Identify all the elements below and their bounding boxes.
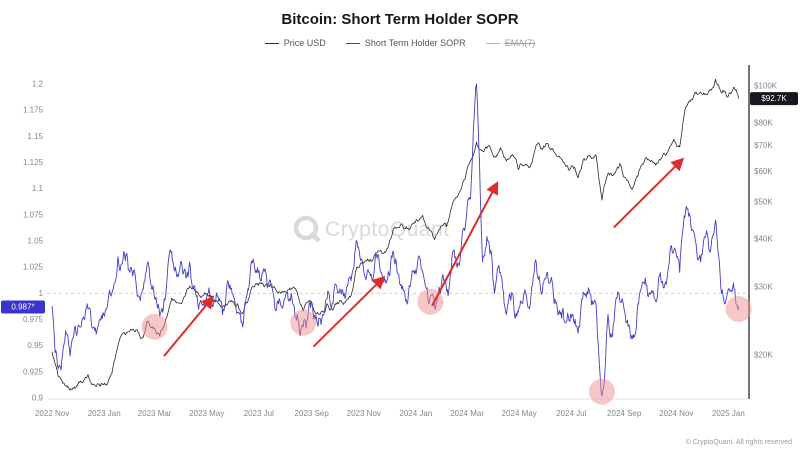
x-axis-tick: 2025 Jan bbox=[712, 409, 745, 418]
highlight-circle bbox=[141, 313, 168, 340]
x-axis-tick: 2023 Nov bbox=[347, 409, 381, 418]
trend-arrow bbox=[312, 275, 386, 348]
copyright-text: © CryptoQuant. All rights reserved bbox=[685, 439, 792, 446]
x-axis-tick: 2024 Jan bbox=[399, 409, 432, 418]
x-axis-tick: 2024 Jul bbox=[556, 409, 586, 418]
legend-swatch bbox=[485, 42, 500, 44]
left-axis-tick: 0.95 bbox=[27, 341, 43, 350]
legend-swatch bbox=[264, 42, 279, 44]
left-axis-tick: 1.075 bbox=[23, 210, 44, 219]
legend-label: Price USD bbox=[283, 38, 326, 48]
current-sopr-badge bbox=[1, 300, 45, 314]
x-axis-tick: 2024 Nov bbox=[659, 409, 693, 418]
legend-swatch bbox=[345, 42, 360, 44]
trend-arrow bbox=[431, 181, 499, 307]
x-axis-tick: 2024 Mar bbox=[450, 409, 484, 418]
price-usd-line bbox=[51, 78, 739, 391]
right-axis-tick: $80K bbox=[754, 119, 773, 128]
left-axis-tick: 1.175 bbox=[23, 106, 44, 115]
highlight-circle bbox=[589, 378, 615, 405]
left-axis-tick: 1.025 bbox=[23, 263, 44, 272]
right-axis-tick: $30K bbox=[754, 283, 773, 292]
x-axis-tick: 2022 Nov bbox=[35, 409, 69, 418]
right-axis-tick: $100K bbox=[754, 81, 778, 90]
right-axis-tick: $20K bbox=[754, 351, 773, 360]
left-axis-tick: 1 bbox=[39, 289, 44, 298]
left-axis-tick: 1.05 bbox=[27, 237, 43, 246]
legend-item-price-usd[interactable]: Price USD bbox=[264, 38, 326, 48]
highlight-circle bbox=[725, 296, 752, 322]
current-sopr-badge-label: 0.987* bbox=[11, 302, 34, 311]
x-axis-tick: 2023 Sep bbox=[295, 409, 330, 418]
current-price-badge bbox=[750, 92, 798, 106]
x-axis-tick: 2024 Sep bbox=[607, 409, 642, 418]
watermark-text: CryptoQuant bbox=[325, 218, 450, 241]
chart-title: Bitcoin: Short Term Holder SOPR bbox=[281, 11, 519, 28]
trend-arrow bbox=[163, 295, 215, 357]
right-axis-tick: $60K bbox=[754, 167, 773, 176]
left-axis-tick: 0.975 bbox=[23, 315, 44, 324]
cryptoquant-logo-icon bbox=[293, 215, 319, 241]
left-axis-tick: 1.2 bbox=[32, 80, 44, 89]
left-axis-tick: 0.925 bbox=[23, 367, 44, 376]
x-axis-tick: 2023 Jan bbox=[88, 409, 121, 418]
highlight-circle bbox=[290, 309, 317, 336]
left-axis-tick: 0.9 bbox=[32, 394, 44, 403]
left-axis-tick: 1.15 bbox=[27, 132, 43, 141]
right-axis-tick: $70K bbox=[754, 141, 773, 150]
legend-item-ema-7-[interactable]: EMA(7) bbox=[485, 38, 536, 48]
legend-label: Short Term Holder SOPR bbox=[364, 38, 466, 48]
x-axis-tick: 2023 Jul bbox=[244, 409, 274, 418]
x-axis-tick: 2024 May bbox=[502, 409, 537, 418]
left-axis-tick: 1.125 bbox=[23, 158, 44, 167]
left-axis-tick: 1.1 bbox=[32, 184, 44, 193]
x-axis-tick: 2023 Mar bbox=[138, 409, 172, 418]
legend-item-short-term-holder-sopr[interactable]: Short Term Holder SOPR bbox=[345, 38, 466, 48]
current-price-badge-label: $92.7K bbox=[761, 94, 787, 103]
x-axis-tick: 2023 May bbox=[189, 409, 224, 418]
right-axis-tick: $50K bbox=[754, 197, 773, 206]
sopr-price-chart[interactable]: CryptoQuant 0.9 0.925 0.95 0.975 1 1.025 1.05 1.… bbox=[0, 55, 800, 450]
trend-arrow bbox=[613, 157, 685, 229]
right-axis-tick: $40K bbox=[754, 235, 773, 244]
chart-legend: Price USD Short Term Holder SOPR EMA(7) bbox=[0, 38, 800, 48]
legend-label: EMA(7) bbox=[504, 38, 536, 48]
sth-sopr-line bbox=[51, 83, 740, 397]
